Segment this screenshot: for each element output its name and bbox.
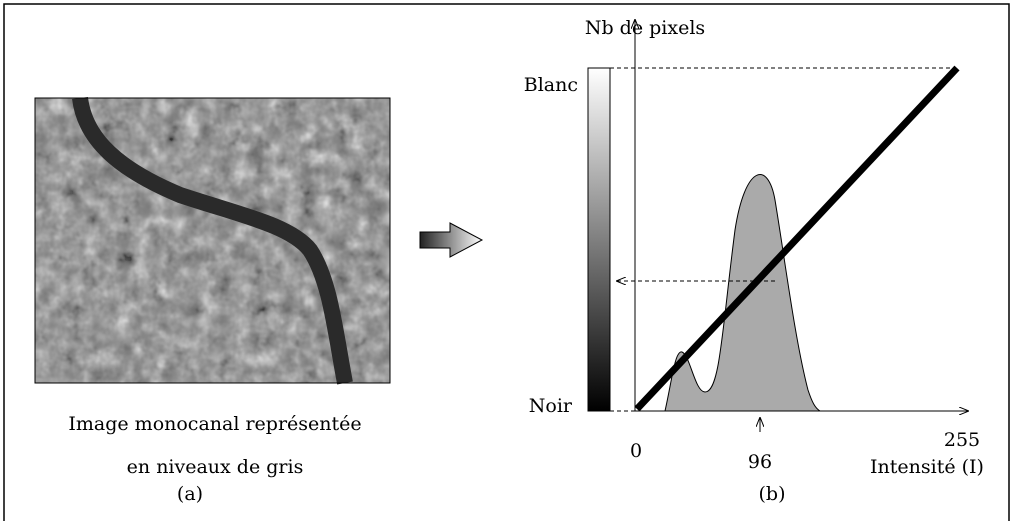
axis-label: Nb de pixels: [585, 17, 705, 39]
caption: Image monocanal représentée: [68, 413, 361, 435]
arrow: [419, 222, 484, 258]
satellite-image: [34, 96, 391, 385]
caption: en niveaux de gris: [127, 456, 304, 478]
gray-scale-bar: [587, 67, 611, 412]
tick-label: 96: [748, 451, 772, 473]
transfer-line: [634, 65, 960, 412]
tick-label: 255: [944, 429, 980, 451]
tick-label: 0: [630, 440, 642, 462]
axis-label: Intensité (I): [870, 456, 984, 478]
frame: [3, 3, 1010, 521]
panel-label: (a): [177, 483, 203, 505]
level-label: Noir: [529, 395, 573, 417]
panel-label: (b): [759, 483, 786, 505]
level-label: Blanc: [524, 74, 578, 96]
